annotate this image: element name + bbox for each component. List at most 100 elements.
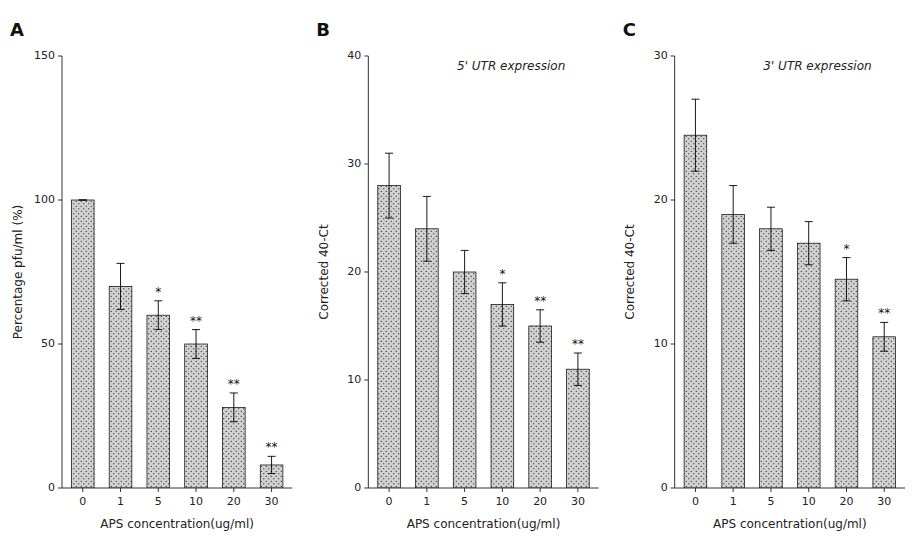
x-tick — [884, 488, 885, 492]
x-tick-label: 5 — [461, 495, 468, 508]
bar — [797, 243, 820, 488]
error-cap — [461, 250, 469, 251]
error-bar — [691, 99, 699, 171]
error-stem — [577, 353, 578, 385]
error-cap — [498, 326, 506, 327]
significance-marker: ** — [228, 377, 240, 391]
error-cap — [423, 261, 431, 262]
significance-marker: * — [155, 285, 161, 299]
y-axis-label: Corrected 40-Ct — [623, 224, 637, 320]
x-tick-label: 0 — [386, 495, 393, 508]
error-cap — [574, 385, 582, 386]
x-axis-label: APS concentration(ug/ml) — [407, 517, 561, 531]
x-tick-label: 1 — [730, 495, 737, 508]
y-tick — [671, 200, 675, 201]
bar — [567, 369, 590, 488]
bar — [109, 286, 132, 488]
error-bar — [880, 322, 888, 351]
error-bar — [574, 353, 582, 385]
error-bar — [79, 200, 87, 201]
x-tick-label: 0 — [79, 495, 86, 508]
error-bar — [117, 263, 125, 309]
error-bar — [230, 393, 238, 422]
x-axis-line — [62, 488, 292, 489]
y-tick — [671, 488, 675, 489]
error-cap — [117, 263, 125, 264]
error-stem — [158, 301, 159, 330]
error-stem — [196, 330, 197, 359]
x-tick — [502, 488, 503, 492]
x-tick-label: 30 — [265, 495, 279, 508]
error-stem — [846, 258, 847, 301]
error-cap — [767, 250, 775, 251]
x-tick-label: 5 — [155, 495, 162, 508]
error-cap — [536, 309, 544, 310]
y-tick — [671, 56, 675, 57]
error-cap — [536, 342, 544, 343]
error-stem — [695, 99, 696, 171]
x-tick — [233, 488, 234, 492]
significance-marker: ** — [878, 306, 890, 320]
error-cap — [805, 221, 813, 222]
y-tick — [58, 56, 62, 57]
bar — [453, 272, 476, 488]
figure: 050100150015102030APS concentration(ug/m… — [0, 0, 919, 550]
bar — [147, 315, 170, 488]
x-tick — [158, 488, 159, 492]
y-axis-label: Corrected 40-Ct — [317, 224, 331, 320]
panel-title: 3' UTR expression — [763, 59, 871, 73]
bar — [873, 337, 896, 488]
error-cap — [192, 329, 200, 330]
error-cap — [230, 392, 238, 393]
y-tick-label: 40 — [347, 49, 361, 62]
error-cap — [461, 293, 469, 294]
error-cap — [691, 171, 699, 172]
bar — [529, 326, 552, 488]
error-cap — [691, 99, 699, 100]
error-stem — [808, 222, 809, 265]
y-tick — [364, 164, 368, 165]
y-tick-label: 10 — [347, 373, 361, 386]
error-cap — [268, 473, 276, 474]
error-bar — [192, 330, 200, 359]
x-tick — [120, 488, 121, 492]
x-tick — [695, 488, 696, 492]
x-tick — [426, 488, 427, 492]
error-cap — [498, 282, 506, 283]
error-stem — [389, 153, 390, 218]
error-cap — [230, 421, 238, 422]
y-tick — [671, 344, 675, 345]
error-bar — [423, 196, 431, 261]
significance-marker: ** — [266, 440, 278, 454]
panel: 050100150015102030APS concentration(ug/m… — [10, 19, 292, 531]
bar — [491, 304, 514, 488]
y-tick — [364, 272, 368, 273]
error-cap — [805, 264, 813, 265]
x-tick-label: 20 — [533, 495, 547, 508]
marks — [378, 153, 589, 488]
x-tick-label: 20 — [839, 495, 853, 508]
x-tick-label: 1 — [423, 495, 430, 508]
error-stem — [502, 283, 503, 326]
y-tick-label: 150 — [34, 49, 55, 62]
bar — [760, 229, 783, 488]
error-stem — [770, 207, 771, 250]
panel: 0102030015102030APS concentration(ug/ml)… — [623, 19, 905, 531]
significance-marker: * — [499, 267, 505, 281]
error-cap — [880, 322, 888, 323]
x-tick-label: 10 — [189, 495, 203, 508]
bar — [71, 200, 94, 488]
x-tick-label: 10 — [802, 495, 816, 508]
bar — [378, 186, 401, 488]
significance-marker: * — [843, 242, 849, 256]
panel-label: C — [623, 19, 636, 40]
error-cap — [767, 207, 775, 208]
x-tick — [733, 488, 734, 492]
error-stem — [464, 250, 465, 293]
significance-marker: ** — [572, 337, 584, 351]
x-axis-line — [368, 488, 598, 489]
x-tick-label: 10 — [495, 495, 509, 508]
x-tick — [196, 488, 197, 492]
x-tick — [577, 488, 578, 492]
x-tick — [464, 488, 465, 492]
